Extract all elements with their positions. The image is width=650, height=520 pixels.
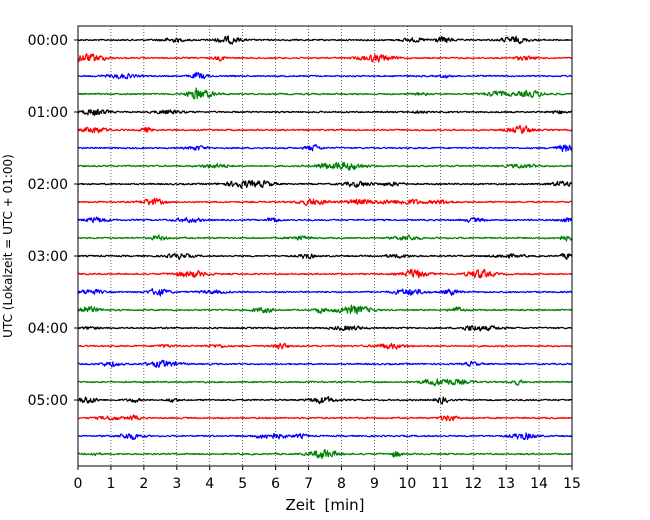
x-tick-label: 7 (304, 476, 313, 492)
y-axis-label: UTC (Lokalzeit = UTC + 01:00) (1, 154, 15, 338)
grid-lines (110, 26, 540, 466)
trace-line (77, 414, 573, 422)
x-tick-label: 13 (497, 476, 515, 492)
y-tick-label: 05:00 (28, 393, 68, 409)
trace-line (77, 161, 573, 171)
x-axis-ticks: 0 1 2 3 4 5 6 7 8 9 10 11 12 13 14 15 (74, 466, 581, 492)
trace-line (77, 53, 573, 63)
trace-line (77, 216, 573, 224)
trace-line (77, 108, 573, 116)
x-tick-label: 2 (139, 476, 148, 492)
trace-line (77, 71, 573, 80)
trace-line (77, 197, 573, 206)
x-tick-label: 15 (563, 476, 581, 492)
x-tick-label: 11 (431, 476, 449, 492)
x-tick-label: 14 (530, 476, 548, 492)
trace-line (77, 342, 573, 350)
trace-line (77, 396, 573, 405)
x-axis-label: Zeit [min] (285, 496, 364, 514)
x-tick-label: 4 (205, 476, 214, 492)
trace-line (77, 234, 573, 242)
trace-line (77, 252, 573, 261)
trace-line (77, 268, 573, 279)
y-axis-ticks: 00:00 01:00 02:00 03:00 04:00 05:00 (28, 33, 78, 409)
y-tick-label: 00:00 (28, 33, 68, 49)
x-tick-label: 8 (337, 476, 346, 492)
trace-line (77, 325, 573, 332)
plot-background (78, 26, 572, 466)
x-tick-label: 9 (370, 476, 379, 492)
x-tick-label: 3 (172, 476, 181, 492)
trace-line (77, 304, 573, 315)
trace-line (77, 87, 573, 100)
x-tick-label: 0 (74, 476, 83, 492)
y-tick-label: 03:00 (28, 249, 68, 265)
x-tick-label: 1 (106, 476, 115, 492)
y-tick-label: 02:00 (28, 177, 68, 193)
trace-line (77, 124, 573, 135)
y-tick-label: 04:00 (28, 321, 68, 337)
trace-line (77, 432, 573, 441)
trace-line (77, 144, 573, 153)
x-tick-label: 10 (398, 476, 416, 492)
trace-line (77, 288, 573, 297)
seismic-traces (77, 35, 573, 460)
plot-frame (77, 25, 573, 467)
x-tick-label: 12 (464, 476, 482, 492)
trace-line (77, 449, 573, 460)
trace-line (77, 378, 573, 387)
trace-line (77, 359, 573, 368)
x-tick-label: 5 (238, 476, 247, 492)
trace-line (77, 179, 573, 189)
trace-line (77, 35, 573, 45)
x-tick-label: 6 (271, 476, 280, 492)
y-tick-label: 01:00 (28, 105, 68, 121)
